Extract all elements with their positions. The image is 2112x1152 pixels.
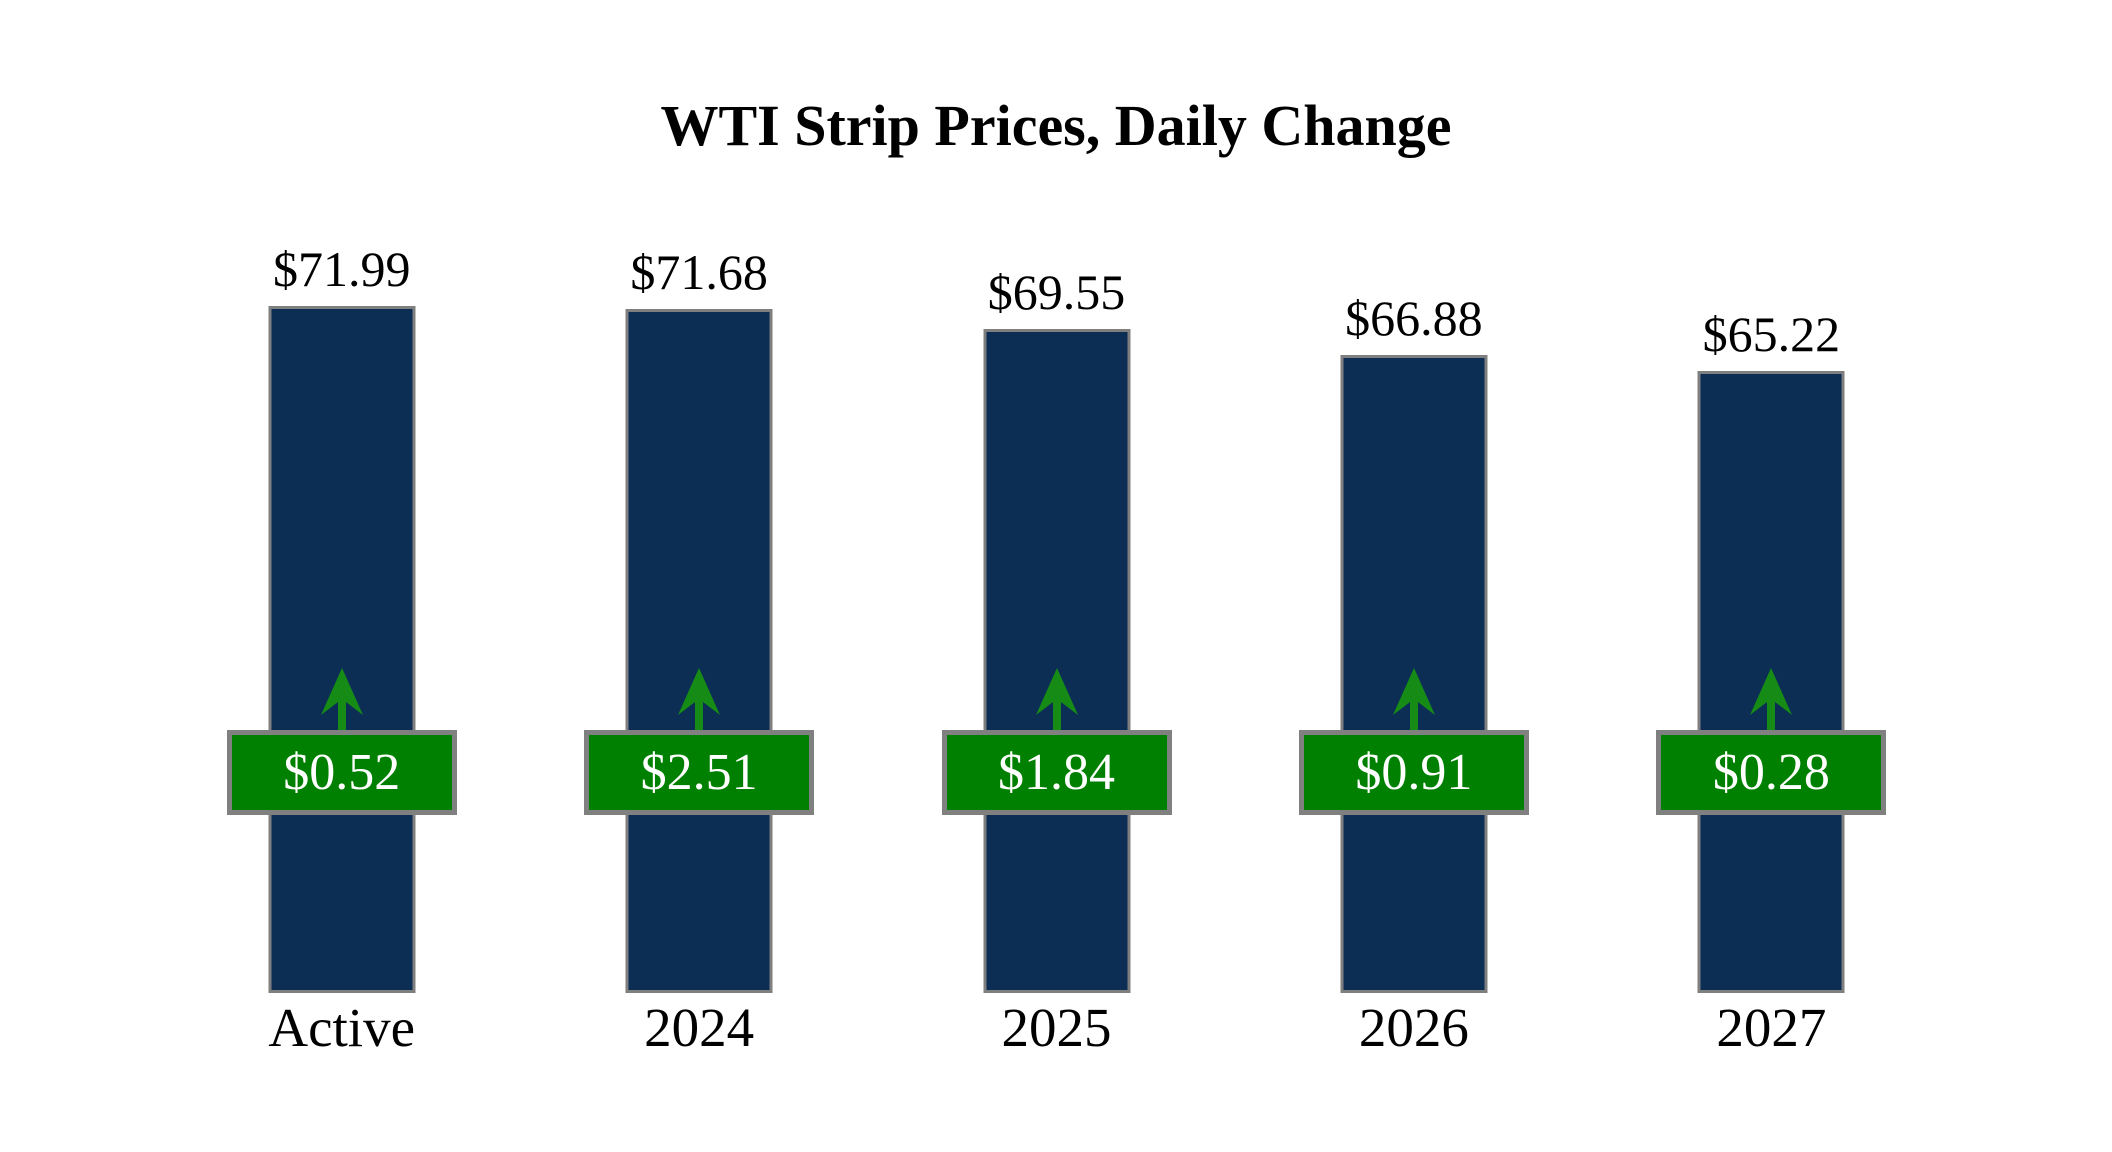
category-label: 2026 [1358,997,1469,1058]
up-arrow-icon [1035,668,1079,731]
strip-price-label: $65.22 [1702,306,1841,362]
strip-price-label: $66.88 [1345,290,1483,346]
daily-change-badge: $0.52 [226,730,457,815]
bar-column: $71.99 $0.52 Active [163,0,520,1152]
daily-change-badge: $0.91 [1298,730,1529,815]
chart-title: WTI Strip Prices, Daily Change [660,93,1452,158]
strip-price-label: $71.99 [272,241,411,297]
category-label: 2027 [1716,997,1827,1058]
price-bar [268,306,416,993]
up-arrow-icon [1392,668,1436,731]
plot-area: $71.99 $0.52 Active $71.68 $2.51 2024 $69.55 $1… [163,0,1950,1152]
up-arrow-icon [320,668,364,731]
strip-price-label: $71.68 [630,244,768,300]
daily-change-badge: $0.28 [1656,730,1887,815]
category-label: Active [268,997,415,1058]
bar-column: $71.68 $2.51 2024 [520,0,877,1152]
strip-price-label: $69.55 [987,264,1126,320]
price-bar [983,329,1131,993]
daily-change-badge: $1.84 [941,730,1172,815]
daily-change-badge: $2.51 [584,730,815,815]
bar-column: $65.22 $0.28 2027 [1593,0,1950,1152]
bar-column: $66.88 $0.91 2026 [1235,0,1592,1152]
up-arrow-icon [677,668,721,731]
price-bar [625,309,773,993]
up-arrow-icon [1749,668,1793,731]
bar-column: $69.55 $1.84 2025 [878,0,1235,1152]
category-label: 2025 [1001,997,1112,1058]
category-label: 2024 [644,997,755,1058]
